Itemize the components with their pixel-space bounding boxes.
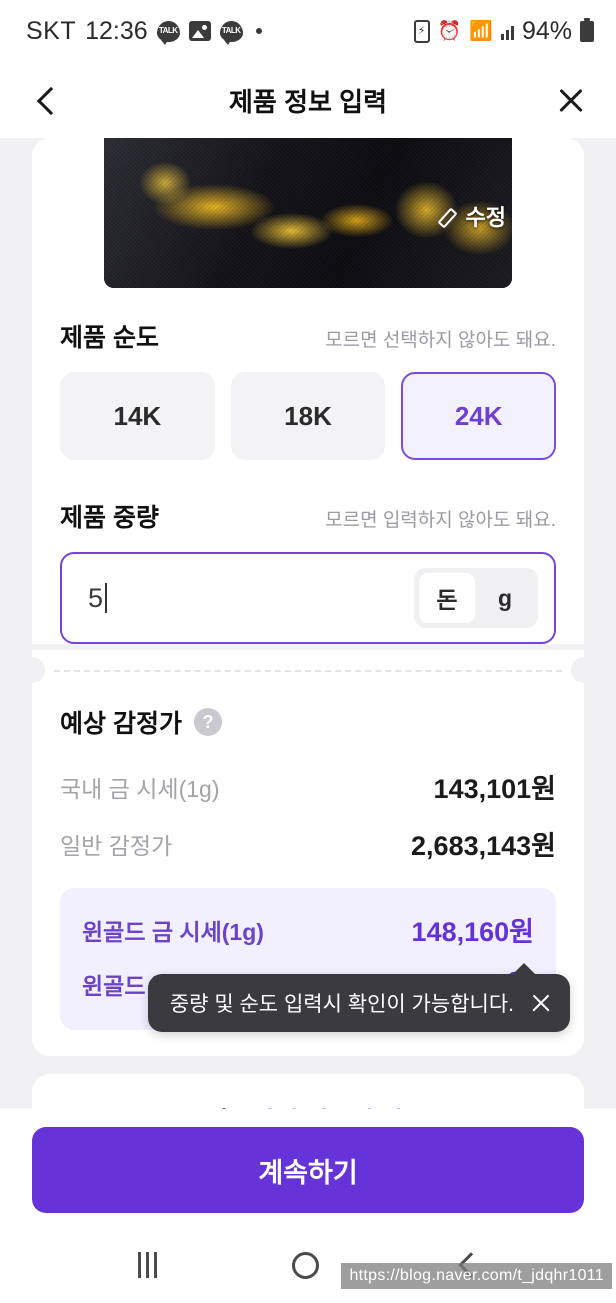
weight-input-field[interactable]: 5 돈 g <box>60 552 556 644</box>
purity-option-24k[interactable]: 24K <box>401 372 557 460</box>
price-row-standard: 일반 감정가 2,683,143원 <box>60 815 556 872</box>
back-chevron-icon[interactable] <box>34 88 58 112</box>
edit-photo-button[interactable]: 수정 <box>440 200 506 232</box>
tooltip-close-icon[interactable] <box>530 992 552 1014</box>
product-photo[interactable]: 수정 <box>104 138 512 288</box>
kakaotalk-icon-2: TALK <box>219 20 243 45</box>
purity-option-14k[interactable]: 14K <box>60 372 215 460</box>
add-appraisal-button[interactable]: 감정 접수 추가 <box>32 1074 584 1109</box>
question-mark-icon[interactable]: ? <box>193 708 222 736</box>
purity-title: 제품 순도 <box>60 324 159 352</box>
unit-option-don[interactable]: 돈 <box>419 573 475 623</box>
appraisal-card: 예상 감정가 ? 국내 금 시세(1g) 143,101원 일반 감정가 2,6… <box>32 690 584 1056</box>
weight-unit-toggle: 돈 g <box>414 568 538 628</box>
wingold-market-label: 윈골드 금 시세(1g) <box>82 918 264 945</box>
info-tooltip: 중량 및 순도 입력시 확인이 가능합니다. <box>147 963 570 1032</box>
app-header: 제품 정보 입력 <box>0 62 616 138</box>
purity-options: 14K 18K 24K <box>60 372 557 468</box>
purity-section: 제품 순도 모르면 선택하지 않아도 돼요. 14K 18K 24K <box>32 288 584 468</box>
battery-percent-label: 94% <box>521 16 572 45</box>
close-icon[interactable] <box>556 85 586 115</box>
clock-label: 12:36 <box>85 16 148 45</box>
price-value-standard: 2,683,143원 <box>411 831 556 861</box>
carrier-label: SKT <box>26 16 77 45</box>
add-appraisal-label: 감정 접수 추가 <box>252 1102 404 1109</box>
status-bar-left: SKT 12:36 TALK TALK <box>26 17 262 46</box>
watermark-label: https://blog.naver.com/t_jdqhr1011 <box>341 1263 612 1289</box>
edit-photo-label: 수정 <box>465 205 506 230</box>
purity-hint: 모르면 선택하지 않아도 돼요. <box>325 330 556 351</box>
page-title: 제품 정보 입력 <box>229 86 387 117</box>
signal-icon <box>500 23 514 40</box>
purity-header: 제품 순도 모르면 선택하지 않아도 돼요. <box>60 288 556 372</box>
weight-title: 제품 중량 <box>60 504 159 532</box>
pencil-icon <box>440 206 460 226</box>
wifi-icon: 📶 <box>469 20 493 42</box>
gallery-icon <box>188 21 211 41</box>
plus-icon <box>212 1108 236 1109</box>
price-value-market: 143,101원 <box>433 774 556 804</box>
scroll-content[interactable]: 수정 제품 순도 모르면 선택하지 않아도 돼요. 14K 18K 24K 제품… <box>0 138 616 1109</box>
price-row-market: 국내 금 시세(1g) 143,101원 <box>60 758 556 815</box>
weight-input-value-wrap[interactable]: 5 <box>88 582 108 614</box>
battery-icon <box>580 17 594 42</box>
text-caret <box>105 583 108 613</box>
appraisal-header: 예상 감정가 ? <box>60 690 556 758</box>
cta-container: 계속하기 <box>0 1109 616 1227</box>
android-nav-bar: https://blog.naver.com/t_jdqhr1011 <box>0 1227 616 1303</box>
battery-saver-icon <box>413 19 430 43</box>
wingold-market-row: 윈골드 금 시세(1g) 148,160원 <box>82 904 534 955</box>
appraisal-title: 예상 감정가 <box>60 710 182 738</box>
weight-hint: 모르면 입력하지 않아도 돼요. <box>325 510 556 531</box>
appraisal-section: 예상 감정가 ? 국내 금 시세(1g) 143,101원 일반 감정가 2,6… <box>32 690 584 1032</box>
wingold-highlight-box: 윈골드 금 시세(1g) 148,160원 윈골드 감정가 2,778,000원… <box>60 888 570 1032</box>
weight-header: 제품 중량 모르면 입력하지 않아도 돼요. <box>60 468 556 552</box>
continue-button[interactable]: 계속하기 <box>32 1127 584 1213</box>
weight-section: 제품 중량 모르면 입력하지 않아도 돼요. 5 돈 g <box>32 468 584 644</box>
product-input-card: 수정 제품 순도 모르면 선택하지 않아도 돼요. 14K 18K 24K 제품… <box>32 138 584 644</box>
wingold-market-value: 148,160원 <box>411 917 534 947</box>
price-label-market: 국내 금 시세(1g) <box>60 775 220 802</box>
dashed-line <box>54 670 562 672</box>
unit-option-gram[interactable]: g <box>497 584 513 611</box>
status-bar-right: ⏰ 📶 94% <box>413 16 594 46</box>
dot-icon <box>255 28 262 34</box>
price-label-standard: 일반 감정가 <box>60 832 173 859</box>
kakaotalk-icon: TALK <box>156 20 180 45</box>
weight-input[interactable]: 5 <box>88 582 104 613</box>
ticket-divider <box>32 650 584 690</box>
purity-option-18k[interactable]: 18K <box>230 372 386 460</box>
recents-icon[interactable] <box>137 1252 157 1278</box>
tooltip-text: 중량 및 순도 입력시 확인이 가능합니다. <box>169 993 514 1016</box>
status-bar: SKT 12:36 TALK TALK ⏰ 📶 94% <box>0 0 616 62</box>
alarm-icon: ⏰ <box>437 20 462 42</box>
home-icon[interactable] <box>291 1251 319 1279</box>
